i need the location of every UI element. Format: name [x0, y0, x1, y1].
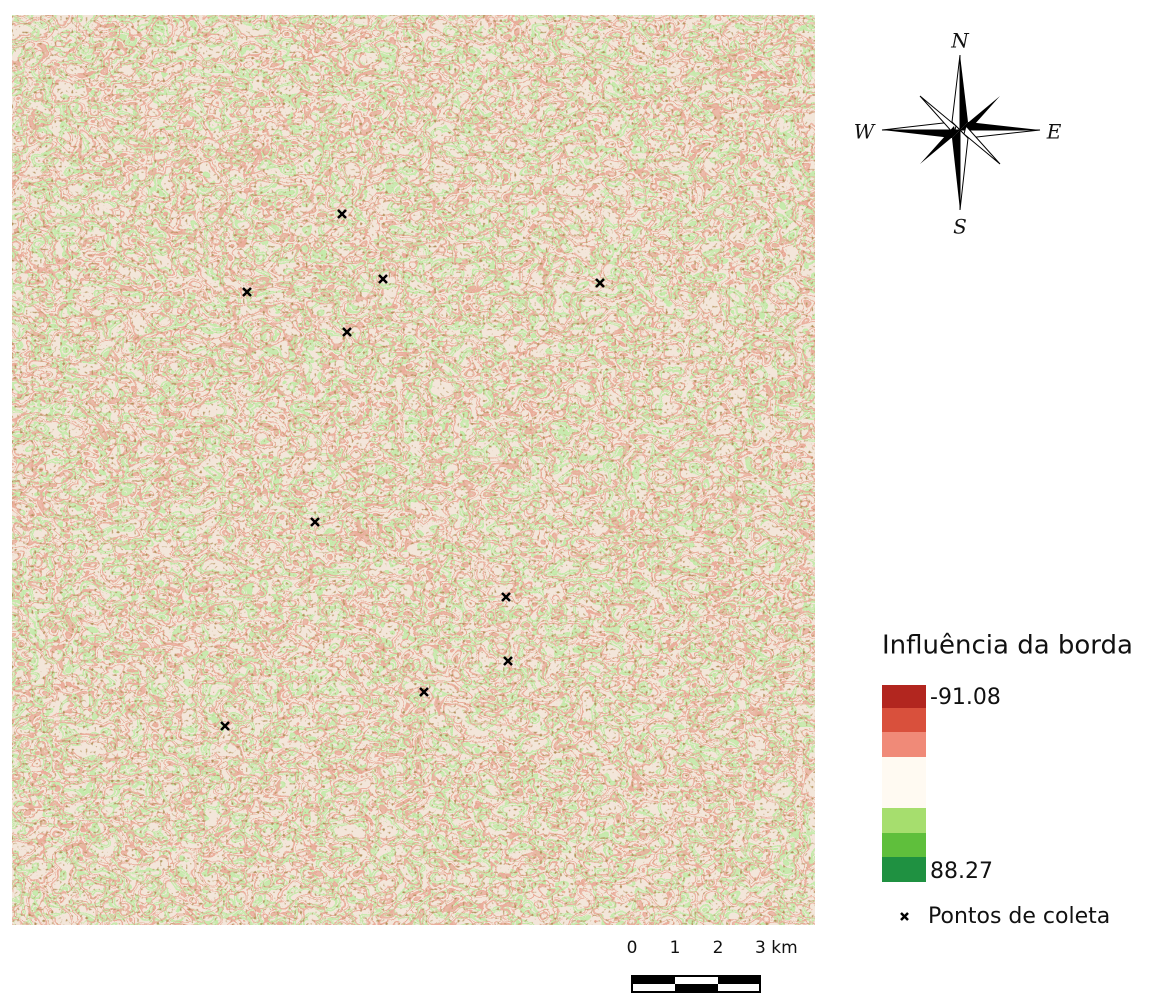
scale-label: 1 [670, 938, 681, 958]
compass-east: E [1046, 120, 1062, 144]
compass-north: N [950, 29, 970, 53]
scale-label: 2 [713, 938, 724, 958]
scale-label: 0 [627, 938, 638, 958]
legend: Influência da borda -91.08 88.27 Pontos … [882, 631, 1133, 930]
compass-south: S [953, 215, 967, 239]
legend-title: Influência da borda [882, 631, 1133, 661]
legend-points: Pontos de coleta [928, 904, 1110, 929]
legend-max: 88.27 [930, 859, 993, 884]
legend-min: -91.08 [930, 685, 1001, 710]
map-raster [12, 15, 815, 925]
scale-label: 3 km [755, 938, 798, 958]
compass-west: W [854, 120, 876, 144]
scale-bar: 0 1 2 3 km [627, 938, 798, 992]
compass-rose: N W E S [854, 29, 1062, 239]
map-page: N W E S Influência da borda -91.08 88.27… [0, 0, 1176, 993]
